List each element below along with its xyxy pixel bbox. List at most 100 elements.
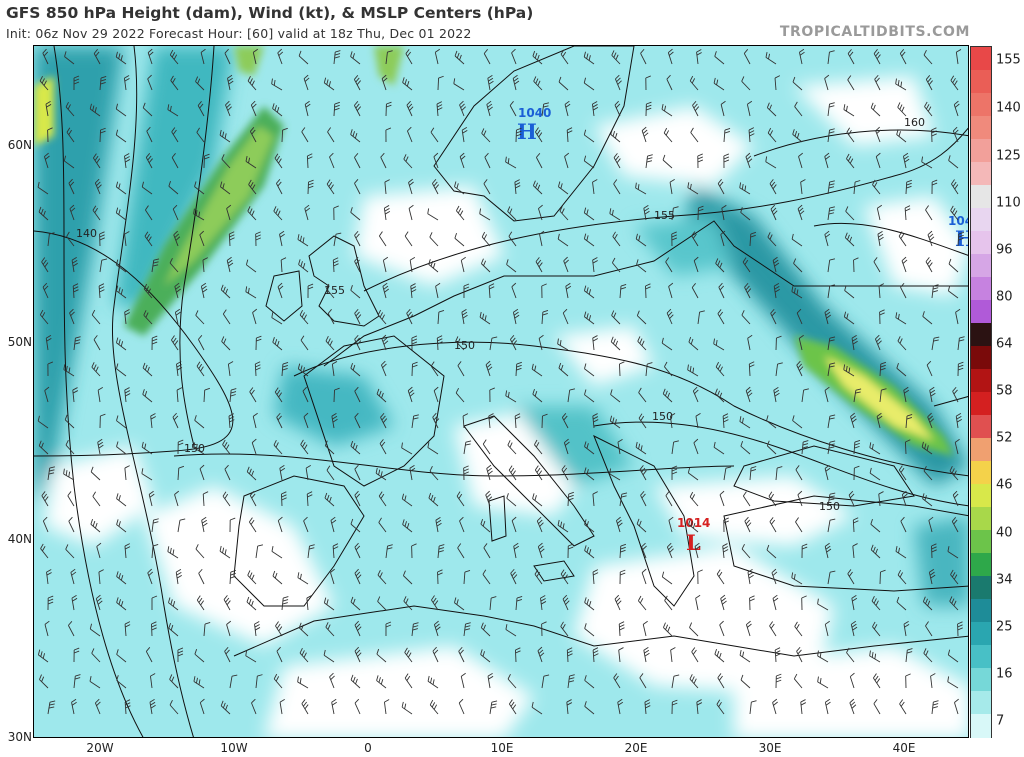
colorbar-swatch	[971, 369, 991, 393]
wind-barb	[691, 647, 699, 663]
colorbar-swatch	[971, 254, 991, 278]
wind-barb	[645, 75, 651, 91]
wind-barb	[872, 179, 881, 195]
wind-barb	[793, 673, 803, 689]
wind-barb	[718, 282, 725, 299]
wind-barb	[249, 491, 257, 507]
wind-barb	[722, 543, 729, 559]
wind-barbs	[37, 48, 965, 715]
wind-barb	[116, 675, 127, 689]
wind-barb	[250, 100, 257, 117]
wind-barb	[200, 48, 206, 65]
colorbar-label: 140	[996, 100, 1021, 116]
wind-barb	[433, 620, 441, 637]
wind-barb	[115, 259, 127, 273]
wind-barb	[401, 701, 413, 715]
wind-barb	[849, 672, 855, 689]
wind-barb	[380, 152, 387, 169]
wind-barb	[719, 620, 725, 637]
wind-barb	[47, 700, 56, 715]
wind-barb	[872, 621, 881, 637]
wind-barb	[926, 360, 933, 377]
wind-barb	[246, 596, 257, 611]
wind-barb	[537, 542, 545, 559]
wind-barb	[798, 334, 804, 351]
wind-barb	[377, 570, 387, 585]
wind-barb	[116, 649, 127, 663]
wind-barb	[801, 543, 808, 559]
wind-barb	[197, 334, 205, 351]
wind-barb	[480, 258, 491, 273]
wind-barb	[325, 283, 335, 299]
wind-barb	[63, 155, 75, 169]
wind-barb	[323, 77, 335, 91]
wind-barb	[251, 438, 257, 455]
wind-barb	[97, 438, 104, 455]
wind-barb	[47, 127, 53, 143]
wind-barb	[541, 674, 550, 689]
wind-barb	[455, 336, 465, 351]
wind-barb	[870, 544, 881, 559]
wind-barb	[145, 153, 153, 169]
wind-barb	[643, 204, 650, 221]
colorbar-label: 46	[996, 477, 1013, 493]
wind-barb	[532, 50, 543, 65]
wind-barb	[846, 153, 855, 169]
wind-barb	[302, 386, 309, 403]
wind-barb	[899, 699, 907, 715]
wind-barb	[482, 439, 491, 455]
lon-label: 40E	[892, 741, 916, 755]
wind-barb	[432, 412, 440, 429]
wind-barb	[952, 490, 959, 507]
wind-barb	[722, 413, 729, 429]
wind-barb	[583, 129, 595, 143]
wind-barb	[95, 594, 103, 611]
wind-barb	[559, 206, 569, 221]
wind-barb	[481, 128, 491, 143]
wind-barb	[354, 256, 361, 273]
wind-barb	[73, 674, 81, 689]
wind-barb	[851, 334, 858, 351]
wind-barb	[947, 649, 959, 663]
wind-barb	[505, 624, 517, 637]
wind-barb	[174, 282, 181, 299]
wind-barb	[739, 649, 751, 663]
colorbar-swatch	[971, 714, 991, 738]
wind-barb	[876, 204, 883, 221]
wind-barb	[378, 517, 387, 533]
wind-barb	[532, 493, 543, 507]
wind-barb	[876, 412, 883, 429]
wind-barb	[693, 256, 699, 273]
contour-label: 140	[76, 227, 97, 240]
wind-barb	[193, 442, 205, 455]
wind-barb	[408, 204, 414, 221]
lat-label: 30N	[7, 730, 32, 744]
wind-barb	[229, 517, 236, 533]
wind-barb	[957, 621, 963, 637]
wind-barb	[167, 546, 179, 559]
wind-barb	[741, 310, 751, 325]
wind-barb	[99, 76, 107, 91]
wind-barb	[792, 129, 803, 143]
wind-barb	[247, 75, 257, 91]
wind-barb	[71, 698, 77, 715]
wind-barb	[300, 335, 309, 351]
colorbar-swatch	[971, 530, 991, 554]
wind-barb	[116, 493, 127, 507]
wind-barb	[662, 154, 673, 169]
colorbar-swatch	[971, 300, 991, 324]
wind-barb	[515, 127, 522, 143]
wind-barb	[954, 438, 960, 455]
wind-barb	[222, 309, 231, 325]
wind-barb	[824, 698, 831, 715]
wind-barb	[483, 543, 491, 559]
wind-barb	[534, 439, 543, 455]
wind-barb	[461, 127, 468, 143]
wind-barb	[69, 308, 75, 325]
wind-barb	[873, 49, 881, 65]
wind-barb	[382, 256, 389, 273]
wind-barb	[146, 126, 153, 143]
wind-barb	[404, 673, 413, 689]
wind-barb	[558, 181, 569, 195]
wind-barb	[409, 464, 416, 481]
